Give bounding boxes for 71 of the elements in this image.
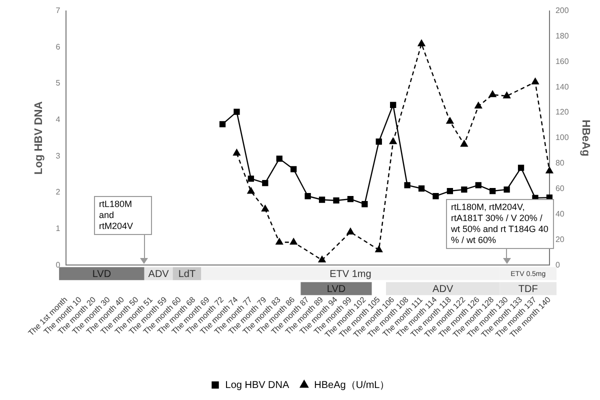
- y2-tick-label: 120: [555, 108, 570, 117]
- point: [390, 102, 396, 108]
- y2-tick-label: 200: [555, 6, 570, 16]
- text: LVD: [326, 284, 346, 295]
- text: TDF: [518, 284, 538, 295]
- point: [318, 256, 326, 262]
- y2-tick-label: 0: [555, 260, 560, 270]
- point: [276, 156, 282, 162]
- y-tick-label: 3: [56, 151, 61, 160]
- point: [532, 78, 539, 84]
- y2-tick-label: 20: [555, 234, 565, 244]
- point: [418, 185, 425, 192]
- y-tick-label: 0: [56, 260, 61, 270]
- point: [304, 193, 311, 200]
- point: [346, 228, 354, 234]
- point: [488, 90, 496, 98]
- text: LdT: [178, 268, 196, 280]
- y2-tick-label: 40: [555, 209, 565, 218]
- y2-tick-label: 80: [555, 158, 565, 168]
- point: [234, 108, 240, 115]
- annotation: rtL180M and rtM204V: [94, 196, 152, 236]
- y-tick-label: 7: [56, 6, 61, 16]
- point: [490, 188, 496, 194]
- point: [432, 193, 439, 200]
- y2-tick-label: 160: [555, 56, 570, 66]
- point: [219, 121, 226, 128]
- point: [318, 196, 326, 203]
- point: [248, 176, 254, 182]
- point: [347, 196, 354, 202]
- y-axis-title: Log HBV DNA: [33, 101, 46, 175]
- point: [375, 246, 383, 252]
- legend-label: HBeAg（U/mL）: [314, 380, 390, 391]
- text: ADV: [432, 284, 454, 295]
- legend-label: Log HBV DNA: [225, 380, 290, 391]
- text: ADV: [148, 268, 170, 280]
- point: [389, 138, 397, 144]
- point: [475, 182, 482, 188]
- point: [446, 117, 454, 124]
- y-tick-label: 5: [56, 78, 61, 88]
- point: [404, 182, 410, 188]
- y-tick-label: 4: [56, 115, 61, 124]
- point: [276, 238, 284, 245]
- point: [290, 238, 298, 245]
- point: [418, 40, 426, 46]
- point: [504, 186, 510, 193]
- point: [461, 186, 468, 193]
- annotation: rtL180M, rtM204V, rtA181T 30% / V 20% / wt 50% and rt T184G 40 % / wt 60%: [446, 199, 554, 250]
- point: [503, 92, 510, 98]
- point: [262, 180, 268, 186]
- point: [233, 149, 240, 156]
- y-tick-label: 2: [56, 188, 61, 197]
- y2-tick-label: 180: [555, 31, 570, 40]
- point: [376, 138, 382, 145]
- point: [474, 102, 482, 109]
- y2-tick-label: 100: [555, 133, 570, 142]
- point: [290, 166, 297, 172]
- text: ETV 1mg: [330, 268, 372, 280]
- y-tick-label: 1: [56, 224, 61, 234]
- point: [460, 140, 468, 147]
- point: [262, 205, 269, 212]
- point: [546, 166, 554, 174]
- point: [333, 197, 340, 204]
- y2-tick-label: 60: [555, 184, 565, 194]
- point: [518, 164, 524, 171]
- y2-axis-title: HBeAg: [579, 120, 592, 156]
- text: LVD: [92, 268, 112, 280]
- y2-tick-label: 140: [555, 82, 570, 92]
- point: [446, 188, 454, 194]
- point: [362, 201, 368, 208]
- point: [247, 187, 255, 194]
- y-tick-label: 6: [56, 42, 61, 52]
